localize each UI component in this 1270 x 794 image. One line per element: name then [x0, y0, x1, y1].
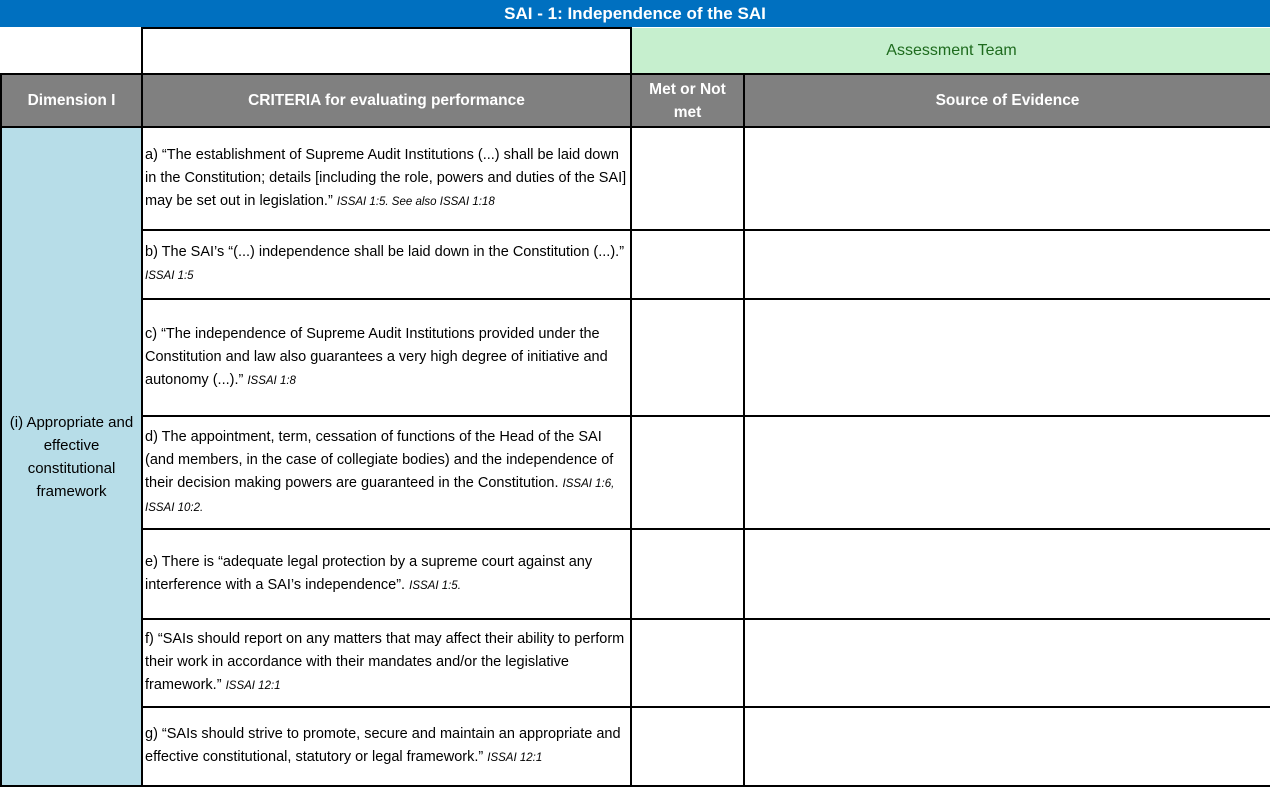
dimension-cell: (i) Appropriate and effective constituti… — [0, 126, 143, 787]
criteria-cell[interactable]: a) “The establishment of Supreme Audit I… — [141, 126, 632, 231]
criteria-reference: ISSAI 12:1 — [225, 680, 281, 692]
criteria-cell[interactable]: c) “The independence of Supreme Audit In… — [141, 298, 632, 417]
assessment-team-header: Assessment Team — [629, 28, 1270, 75]
assessment-table: Assessment Team Dimension I CRITERIA for… — [0, 27, 1270, 787]
table-row: e) There is “adequate legal protection b… — [1, 528, 1270, 620]
criteria-reference: ISSAI 1:5. See also ISSAI 1:18 — [336, 195, 495, 208]
criteria-cell[interactable]: f) “SAIs should report on any matters th… — [141, 618, 632, 708]
criteria-text: e) There is “adequate legal protection b… — [145, 553, 593, 593]
criteria-reference: ISSAI 12:1 — [487, 752, 543, 764]
criteria-reference: ISSAI 1:5 — [145, 270, 194, 282]
criteria-text: g) “SAIs should strive to promote, secur… — [145, 726, 621, 765]
criteria-text: d) The appointment, term, cessation of f… — [145, 428, 614, 491]
met-cell[interactable] — [630, 415, 745, 530]
header-criteria: CRITERIA for evaluating performance — [141, 73, 632, 128]
criteria-cell[interactable]: g) “SAIs should strive to promote, secur… — [141, 706, 632, 787]
criteria-text: a) “The establishment of Supreme Audit I… — [145, 146, 627, 209]
evidence-cell[interactable] — [742, 618, 1270, 708]
criteria-reference: ISSAI 1:8 — [247, 374, 296, 387]
header-met: Met or Not met — [630, 73, 745, 128]
criteria-text: b) The SAI’s “(...) independence shall b… — [145, 244, 625, 260]
criteria-reference: ISSAI 1:5. — [409, 579, 461, 592]
evidence-cell[interactable] — [742, 298, 1270, 417]
sheet-title: SAI - 1: Independence of the SAI — [0, 0, 1270, 27]
met-cell[interactable] — [630, 528, 745, 620]
met-cell[interactable] — [630, 229, 745, 300]
header-evidence: Source of Evidence — [742, 73, 1270, 128]
criteria-reference: ISSAI 1:6, ISSAI 10:2. — [145, 477, 615, 514]
table-row: b) The SAI’s “(...) independence shall b… — [1, 229, 1270, 300]
table-row: (i) Appropriate and effective constituti… — [0, 126, 1270, 787]
criteria-text: c) “The independence of Supreme Audit In… — [145, 325, 608, 388]
met-cell[interactable] — [630, 126, 745, 231]
met-cell[interactable] — [630, 298, 745, 417]
met-cell[interactable] — [630, 706, 745, 787]
table-row: f) “SAIs should report on any matters th… — [1, 618, 1270, 708]
evidence-cell[interactable] — [742, 528, 1270, 620]
criteria-cell[interactable]: b) The SAI’s “(...) independence shall b… — [141, 229, 632, 300]
criteria-cell[interactable]: d) The appointment, term, cessation of f… — [141, 415, 632, 530]
table-row: g) “SAIs should strive to promote, secur… — [1, 706, 1270, 787]
evidence-cell[interactable] — [742, 229, 1270, 300]
header-dimension: Dimension I — [0, 73, 143, 128]
met-cell[interactable] — [630, 618, 745, 708]
table-row: c) “The independence of Supreme Audit In… — [1, 298, 1270, 417]
evidence-cell[interactable] — [742, 415, 1270, 530]
criteria-cell[interactable]: e) There is “adequate legal protection b… — [141, 528, 632, 620]
empty-cell[interactable] — [1, 28, 142, 74]
evidence-cell[interactable] — [742, 706, 1270, 787]
empty-cell[interactable] — [141, 27, 632, 75]
table-row: d) The appointment, term, cessation of f… — [1, 415, 1270, 530]
evidence-cell[interactable] — [742, 126, 1270, 231]
criteria-text: f) “SAIs should report on any matters th… — [145, 631, 625, 693]
